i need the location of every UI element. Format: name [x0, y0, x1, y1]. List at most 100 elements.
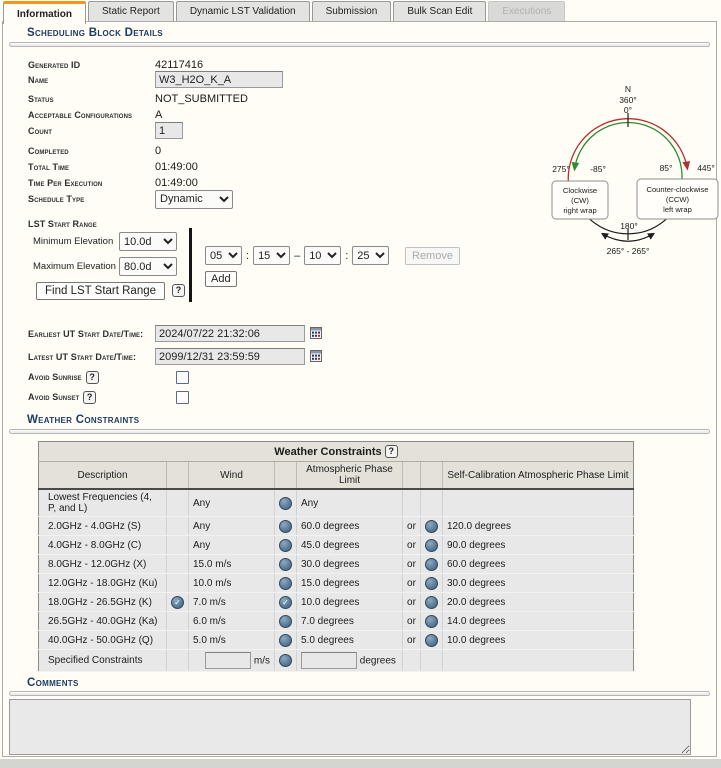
deg-85-label: 85° — [660, 163, 673, 173]
schedule-type-select[interactable]: Dynamic — [155, 189, 233, 209]
ccw-box-line2: (CCW) — [666, 195, 690, 204]
row-description: 8.0GHz - 12.0GHz (X) — [38, 554, 167, 574]
selfcal-radio-cell — [420, 611, 443, 631]
minimum-elevation-select[interactable]: 10.0d — [119, 232, 177, 251]
wind-value: 10.0 m/s — [188, 573, 275, 593]
comments-textarea[interactable] — [9, 699, 691, 755]
or-label: or — [402, 516, 421, 536]
atm-radio-cell — [274, 489, 297, 517]
start-hour-select[interactable]: 05 — [205, 246, 242, 265]
cw-box-line2: (CW) — [571, 196, 589, 205]
row-select-cell — [166, 630, 189, 650]
row-select-cell — [166, 611, 189, 631]
atm-radio-cell — [274, 554, 297, 574]
ccw-wrap-box — [636, 178, 719, 220]
selfcal-radio[interactable] — [425, 595, 438, 609]
deg-445-label: 445° — [697, 163, 715, 173]
atm-phase-value: 30.0 degrees — [296, 554, 403, 574]
atm-phase-radio[interactable] — [279, 496, 292, 510]
count-input[interactable] — [155, 122, 183, 139]
wind-value: 15.0 m/s — [188, 554, 275, 574]
selfcal-radio[interactable] — [425, 538, 438, 552]
weather-table-body: Lowest Frequencies (4, P, and L) Any Any 2.… — [38, 489, 634, 672]
wrap-range-arrow — [600, 232, 656, 242]
field-completed: Completed 0 — [28, 143, 161, 159]
col-atm: Atmospheric Phase Limit — [296, 461, 403, 490]
selfcal-radio[interactable] — [425, 557, 438, 571]
latest-calendar-button[interactable] — [310, 350, 322, 363]
find-lst-start-range-button[interactable]: Find LST Start Range — [36, 281, 166, 300]
field-total-time: Total Time 01:49:00 — [28, 159, 198, 175]
earliest-ut-label: Earliest UT Start Date/Time: — [28, 328, 144, 339]
deg-180-label: 180° — [620, 221, 638, 231]
generated-id-label: Generated ID — [28, 60, 81, 70]
remove-range-button[interactable]: Remove — [405, 247, 460, 265]
tab-static-report[interactable]: Static Report — [88, 1, 174, 21]
latest-ut-label: Latest UT Start Date/Time: — [28, 351, 137, 362]
field-count: Count — [28, 121, 183, 140]
atm-phase-radio[interactable] — [279, 519, 292, 533]
tab-bulk-scan-edit[interactable]: Bulk Scan Edit — [393, 1, 487, 21]
avoid-sunset-checkbox[interactable] — [176, 390, 189, 404]
tab-information[interactable]: Information — [3, 1, 86, 24]
selfcal-radio-cell — [420, 516, 443, 536]
atm-radio-cell: ✓ — [274, 592, 297, 612]
lst-start-range-heading-row: LST Start Range — [28, 216, 97, 232]
azimuth-wrap-diagram: N 360° 0° 275° -85° 85° 445° Clockwise (… — [551, 84, 719, 256]
wind-value: Any — [188, 516, 275, 536]
deg-0-label: 0° — [624, 105, 632, 115]
atm-phase-radio[interactable] — [279, 633, 292, 647]
end-minute-select[interactable]: 25 — [352, 246, 390, 265]
row-select-cell — [166, 554, 189, 574]
comments-heading: Comments — [27, 677, 79, 689]
col-wind: Wind — [188, 461, 275, 490]
selfcal-radio[interactable] — [425, 633, 438, 647]
tab-submission[interactable]: Submission — [311, 1, 392, 21]
north-label: N — [625, 84, 631, 94]
specified-atm-radio[interactable] — [279, 654, 292, 667]
add-range-button[interactable]: Add — [205, 271, 237, 287]
tab-dynamic-lst-validation[interactable]: Dynamic LST Validation — [175, 1, 310, 21]
specified-wind-input[interactable] — [205, 652, 252, 669]
end-hour-select[interactable]: 10 — [304, 246, 342, 265]
weather-row: Lowest Frequencies (4, P, and L) Any Any — [38, 489, 634, 517]
atm-phase-value: 5.0 degrees — [296, 630, 403, 650]
avoid-sunset-help-icon[interactable]: ? — [83, 390, 97, 404]
find-lst-help-icon[interactable]: ? — [172, 284, 186, 297]
maximum-elevation-select[interactable]: 80.0d — [119, 257, 177, 276]
name-input[interactable] — [155, 71, 283, 88]
start-minute-select[interactable]: 15 — [253, 246, 291, 265]
selfcal-radio[interactable] — [425, 614, 438, 628]
avoid-sunrise-checkbox[interactable] — [176, 370, 189, 384]
atm-phase-radio[interactable] — [279, 576, 292, 590]
latest-ut-input[interactable] — [155, 348, 305, 365]
range-dash: – — [294, 249, 301, 262]
weather-help-icon[interactable]: ? — [384, 445, 398, 458]
specified-atm-input[interactable] — [301, 652, 357, 669]
atm-phase-radio[interactable] — [279, 557, 292, 571]
earliest-calendar-button[interactable] — [310, 327, 322, 340]
selfcal-radio[interactable] — [425, 576, 438, 590]
atm-phase-radio[interactable] — [279, 538, 292, 552]
row-select-radio[interactable]: ✓ — [171, 595, 184, 609]
col-row-select — [166, 461, 189, 490]
wind-value: Any — [188, 535, 275, 555]
earliest-ut-input[interactable] — [155, 325, 305, 342]
minimum-elevation-label: Minimum Elevation — [33, 236, 114, 247]
col-or — [402, 461, 421, 490]
ccw-box-line3: left wrap — [663, 205, 692, 214]
table-header-row: Description Wind Atmospheric Phase Limit… — [38, 461, 634, 490]
table-title-row: Weather Constraints ? — [38, 441, 634, 462]
scheduling-block-details-heading: Scheduling Block Details — [27, 27, 163, 39]
selfcal-value: 20.0 degrees — [442, 592, 634, 612]
atm-phase-radio[interactable]: ✓ — [279, 595, 292, 609]
selfcal-radio[interactable] — [425, 519, 438, 533]
row-description: 18.0GHz - 26.5GHz (K) — [38, 592, 167, 612]
wind-value: 5.0 m/s — [188, 630, 275, 650]
selfcal-value: 90.0 degrees — [442, 535, 634, 555]
lst-range-row: 05 : 15 – 10 : 25 — [205, 246, 390, 265]
avoid-sunrise-help-icon[interactable]: ? — [85, 370, 99, 384]
atm-unit-label: degrees — [359, 655, 396, 667]
wind-value: Any — [188, 489, 275, 517]
atm-phase-radio[interactable] — [279, 614, 292, 628]
